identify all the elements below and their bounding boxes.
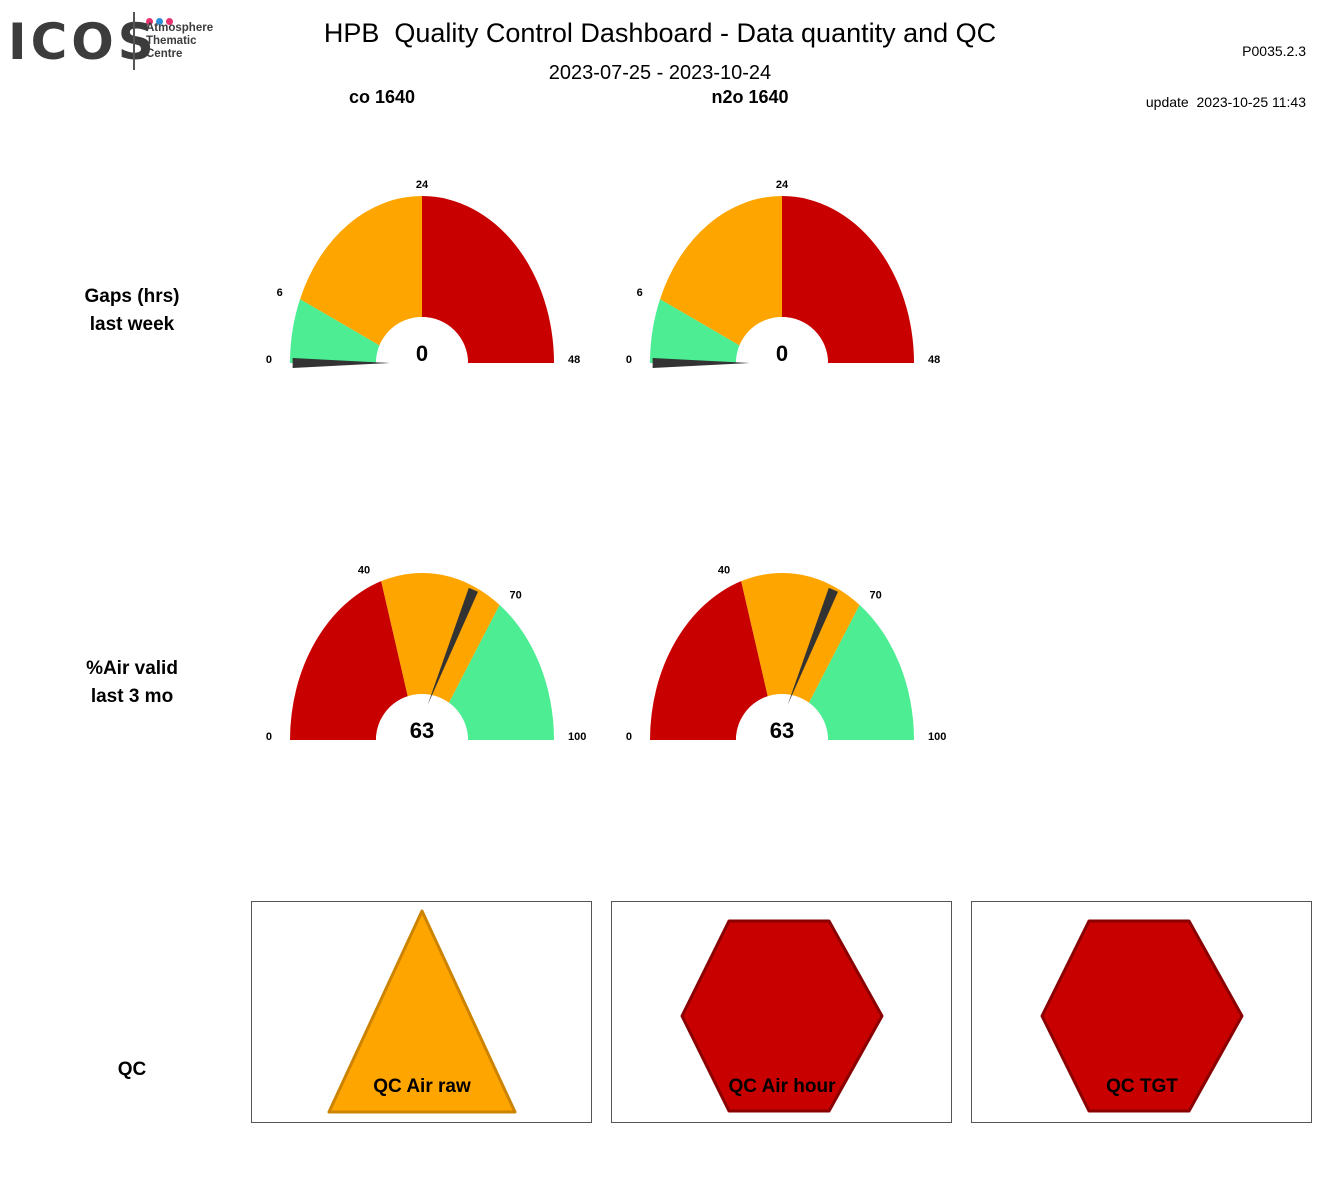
qc-indicator-label: QC Air raw xyxy=(373,1076,471,1097)
gauge-air-n2o: 0 40 70 100 63 xyxy=(626,565,946,743)
gauge-tick-label: 100 xyxy=(568,731,586,743)
row-label-gaps: Gaps (hrs) last week xyxy=(12,283,252,339)
page-title: HPB Quality Control Dashboard - Data qua… xyxy=(323,18,997,48)
gauge-band-red xyxy=(422,196,554,363)
gauge-value-label: 63 xyxy=(410,718,434,743)
gauge-band-green xyxy=(650,299,740,363)
gauge-band-red xyxy=(290,581,408,740)
gauge-tick-label: 40 xyxy=(358,565,370,577)
gauge-tick-label: 0 xyxy=(626,354,632,366)
row-label-gaps-line-1: Gaps (hrs) xyxy=(84,286,180,307)
icos-logo-wordmark: ICOS xyxy=(8,13,158,71)
gauge-tick-label: 48 xyxy=(568,354,580,366)
gauge-band-green xyxy=(290,299,380,363)
logo-dot-1 xyxy=(146,18,153,25)
logo-divider xyxy=(133,12,135,70)
gauge-hub xyxy=(376,317,468,363)
row-label-air: %Air valid last 3 mo xyxy=(12,655,252,711)
qc-hexagon-shape xyxy=(680,919,884,1113)
gauge-value-label: 0 xyxy=(776,341,788,366)
version-label: P0035.2.3 xyxy=(1242,43,1306,59)
gauge-needle xyxy=(652,358,750,368)
logo-subtitle-line-2: Thematic xyxy=(146,35,197,47)
column-header-n2o: n2o 1640 xyxy=(711,87,789,107)
gauge-gaps-n2o: 0 6 24 48 0 xyxy=(626,179,940,368)
logo-subtitle-line-3: Centre xyxy=(146,48,183,60)
qc-indicator-label: QC Air hour xyxy=(729,1076,837,1097)
gauge-hub xyxy=(736,694,828,740)
qc-air-raw-indicator: QC Air raw xyxy=(327,909,517,1114)
gauge-needle xyxy=(427,587,478,706)
date-period: 2023-07-25 - 2023-10-24 xyxy=(548,62,772,84)
qc-panel-tgt: QC TGT xyxy=(971,901,1312,1123)
gauge-hub xyxy=(376,694,468,740)
gauge-needle xyxy=(787,587,838,706)
qc-tgt-indicator: QC TGT xyxy=(1040,919,1244,1113)
logo-dots xyxy=(146,12,176,30)
row-label-air-line-2: last 3 mo xyxy=(90,686,174,707)
qc-panel-air-raw: QC Air raw xyxy=(251,901,592,1123)
gauge-tick-label: 24 xyxy=(776,179,789,191)
gauge-tick-label: 48 xyxy=(928,354,940,366)
logo-subtitle: Atmosphere Thematic Centre xyxy=(146,22,213,61)
gauge-hub xyxy=(736,317,828,363)
gauge-tick-label: 24 xyxy=(416,179,429,191)
logo-dot-2 xyxy=(156,18,163,25)
gauge-tick-label: 0 xyxy=(626,731,632,743)
gauge-band-red xyxy=(650,581,768,740)
logo-dot-3 xyxy=(166,18,173,25)
update-timestamp: update 2023-10-25 11:43 xyxy=(1145,94,1306,110)
gauge-tick-label: 70 xyxy=(869,589,881,601)
gauge-tick-label: 6 xyxy=(637,287,643,299)
gauge-gaps-co: 0 6 24 48 0 xyxy=(266,179,580,368)
gauge-tick-label: 100 xyxy=(928,731,946,743)
gauge-tick-label: 0 xyxy=(266,731,272,743)
gauge-tick-label: 70 xyxy=(509,589,521,601)
column-header-co: co 1640 xyxy=(348,87,416,107)
qc-triangle-shape xyxy=(327,909,517,1114)
row-label-gaps-line-2: last week xyxy=(89,314,175,335)
qc-panel-air-hour: QC Air hour xyxy=(611,901,952,1123)
gauge-tick-label: 40 xyxy=(718,565,730,577)
gauge-tick-label: 0 xyxy=(266,354,272,366)
gauge-value-label: 0 xyxy=(416,341,428,366)
gauge-value-label: 63 xyxy=(770,718,794,743)
gauge-band-green xyxy=(449,604,554,740)
gauge-charts: 0 6 24 48 0 0 6 24 48 0 0 40 70 100 63 0 40 70 100 63 xyxy=(266,179,946,743)
logo-subtitle-line-1: Atmosphere xyxy=(146,22,214,34)
gauge-band-orange xyxy=(300,196,422,346)
row-label-qc: QC xyxy=(117,1059,147,1080)
qc-air-hour-indicator: QC Air hour xyxy=(680,919,884,1113)
gauge-air-co: 0 40 70 100 63 xyxy=(266,565,586,743)
gauge-band-red xyxy=(782,196,914,363)
version-info: P0035.2.3 update 2023-10-25 11:43 xyxy=(1146,9,1306,128)
gauge-needle xyxy=(292,358,390,368)
row-label-air-line-1: %Air valid xyxy=(86,658,178,679)
gauge-band-orange xyxy=(660,196,782,346)
qc-hexagon-shape xyxy=(1040,919,1244,1113)
qc-indicator-label: QC TGT xyxy=(1106,1076,1178,1097)
gauge-band-green xyxy=(809,604,914,740)
gauge-tick-label: 6 xyxy=(277,287,283,299)
